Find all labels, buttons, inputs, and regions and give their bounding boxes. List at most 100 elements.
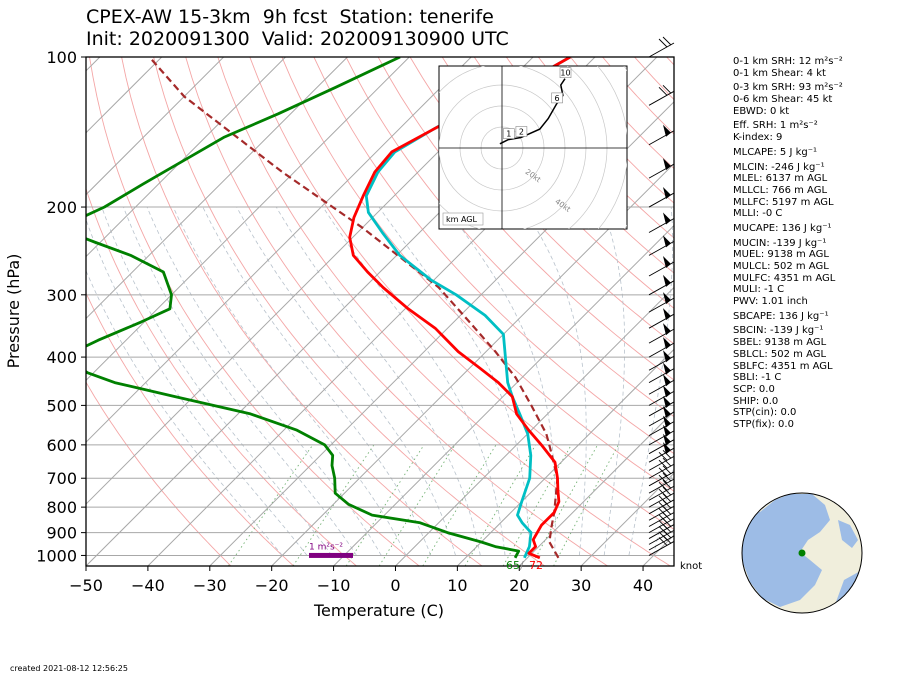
- hodograph-height-marker: 10: [559, 67, 572, 78]
- sounding-index-line: SBLI: -1 C: [733, 372, 782, 384]
- isotherm: [86, 57, 224, 196]
- moist-adiabat: [522, 206, 587, 556]
- moist-adiabat: [653, 464, 674, 556]
- sounding-index-line: SBLFC: 4351 m AGL: [733, 360, 833, 372]
- dry-adiabat: [121, 57, 483, 566]
- locator-globe: [741, 492, 863, 614]
- wind-unit-label: knot: [680, 561, 702, 572]
- isotherm: [271, 162, 674, 566]
- parcel-trace: [148, 57, 560, 559]
- y-axis-label: Pressure (hPa): [4, 254, 23, 369]
- hodograph-height-marker: 2: [515, 126, 528, 137]
- sounding-index-line: K-index: 9: [733, 132, 783, 144]
- wind-barb: [648, 457, 675, 479]
- sounding-index-line: MLLFC: 5197 m AGL: [733, 196, 834, 208]
- wind-barbs: knot: [648, 36, 702, 572]
- y-tick-label: 700: [46, 469, 77, 488]
- dry-adiabat: [86, 187, 357, 566]
- sounding-index-line: MULFC: 4351 m AGL: [733, 272, 836, 284]
- wind-barb: [648, 424, 675, 446]
- dry-adiabat: [153, 57, 545, 566]
- wind-barb: [648, 36, 675, 58]
- sounding-indices-list: 0-1 km SRH: 12 m²s⁻² 0-1 km Shear: 4 kt 0-…: [733, 56, 843, 431]
- wind-barb: [648, 124, 675, 146]
- srh-bar: [309, 552, 353, 558]
- hodograph-frame: [438, 65, 628, 230]
- mixing-ratio-line: [378, 444, 456, 566]
- wind-barb: [648, 255, 675, 277]
- sounding-index-line: Eff. SRH: 1 m²s⁻²: [733, 120, 818, 132]
- dry-adiabat: [249, 57, 674, 530]
- surface-dewpoint-label: 65: [506, 559, 520, 572]
- wind-barb: [648, 350, 675, 371]
- sounding-index-line: MLEL: 6137 m AGL: [733, 173, 828, 185]
- moist-adiabat: [445, 206, 556, 556]
- y-tick-label: 100: [46, 48, 77, 67]
- sounding-index-line: SBCIN: -139 J kg⁻¹: [733, 325, 824, 337]
- sounding-index-line: 0-1 km Shear: 4 kt: [733, 67, 826, 79]
- plot-frame: [85, 56, 675, 567]
- sounding-index-line: SBCAPE: 136 J kg⁻¹: [733, 310, 829, 322]
- surface-separator: /: [520, 559, 524, 572]
- temperature-trace: [348, 57, 571, 560]
- isotherm: [86, 57, 410, 382]
- sounding-index-line: MLLCL: 766 m AGL: [733, 184, 828, 196]
- wind-barb: [648, 84, 675, 106]
- wind-barb: [648, 362, 675, 383]
- hodograph-inset: 20kt40kt60kt80kt12610km AGL: [438, 65, 628, 230]
- sounding-index-line: 0-3 km SRH: 93 m²s⁻²: [733, 82, 843, 94]
- wetbulb-trace: [364, 57, 571, 559]
- gridlines: [86, 57, 674, 566]
- x-tick-label: −50: [69, 576, 103, 595]
- y-tick-label: 200: [46, 198, 77, 217]
- moist-adiabat: [601, 206, 625, 556]
- sounding-index-line: SBEL: 9138 m AGL: [733, 337, 827, 349]
- sounding-index-line: STP(cin): 0.0: [733, 407, 797, 419]
- x-tick-label: −20: [255, 576, 289, 595]
- y-tick-label: 400: [46, 348, 77, 367]
- wind-barb: [648, 450, 675, 471]
- wind-barb: [648, 323, 675, 344]
- hodograph-height-marker: 6: [551, 92, 563, 104]
- mixing-ratio-line: [464, 444, 536, 566]
- x-tick-label: 40: [633, 576, 653, 595]
- x-tick-label: −30: [193, 576, 227, 595]
- isotherm: [86, 57, 472, 443]
- sounding-index-line: PWV: 1.01 inch: [733, 296, 808, 308]
- hodograph-note-box: [442, 212, 484, 226]
- sounding-index-line: 0-6 km Shear: 45 kt: [733, 94, 833, 106]
- wind-barb: [648, 374, 675, 395]
- sounding-index-line: SBLCL: 502 m AGL: [733, 348, 827, 360]
- x-tick-label: 20: [509, 576, 529, 595]
- isotherm: [86, 57, 286, 258]
- sounding-index-line: SHIP: 0.0: [733, 395, 779, 407]
- wind-barb: [648, 337, 675, 358]
- wind-barb: [648, 465, 675, 487]
- dry-adiabat: [473, 57, 674, 274]
- sounding-index-line: 0-1 km SRH: 12 m²s⁻²: [733, 56, 843, 67]
- dry-adiabat: [377, 57, 674, 381]
- surface-temperature-label: 72: [529, 559, 543, 572]
- mixing-ratio-line: [422, 444, 497, 566]
- sounding-index-line: MLCIN: -246 J kg⁻¹: [733, 161, 825, 173]
- dry-adiabat: [441, 57, 674, 309]
- wind-barb: [648, 187, 675, 208]
- y-tick-label: 900: [46, 524, 77, 543]
- wind-barb: [648, 158, 675, 179]
- wind-barb: [648, 385, 675, 406]
- sounding-index-line: SCP: 0.0: [733, 383, 775, 395]
- wind-barb: [648, 212, 675, 233]
- dry-adiabat: [86, 291, 295, 566]
- y-tick-label: 500: [46, 396, 77, 415]
- chart-subtitle: Init: 2020091300 Valid: 202009130900 UTC: [86, 28, 509, 50]
- y-tick-label: 1000: [36, 546, 77, 565]
- moist-adiabat: [123, 206, 357, 556]
- hodograph-note: km AGL: [446, 215, 478, 224]
- sounding-index-line: STP(fix): 0.0: [733, 418, 794, 430]
- dry-adiabat: [345, 57, 674, 418]
- y-tick-label: 800: [46, 498, 77, 517]
- hodograph-height-marker: 1: [502, 128, 515, 139]
- moist-adiabat: [378, 206, 531, 556]
- sounding-index-line: MULCL: 502 m AGL: [733, 261, 829, 272]
